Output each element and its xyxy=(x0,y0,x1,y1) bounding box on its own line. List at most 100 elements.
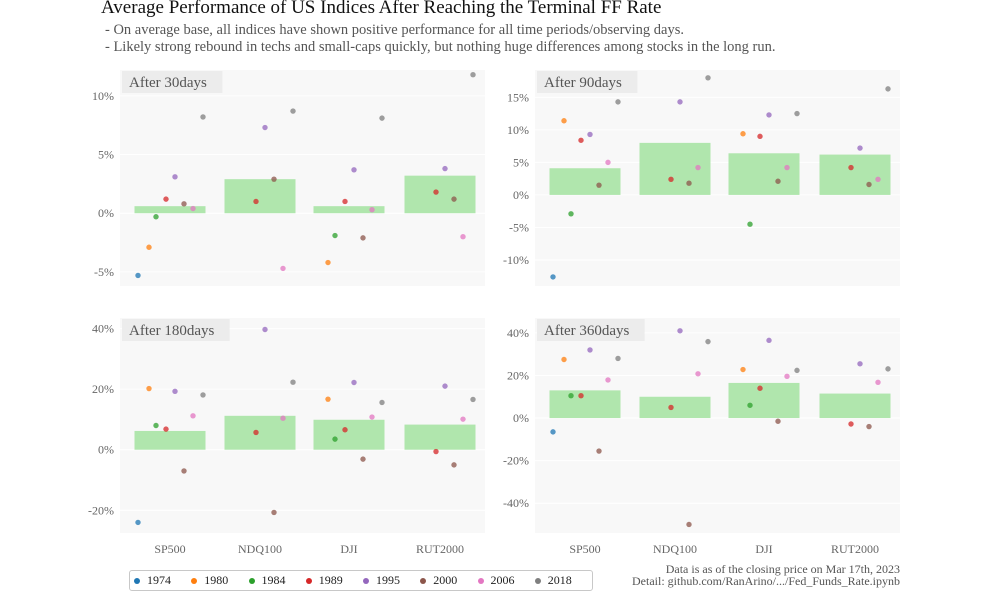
subtitle-line-2: - Likely strong rebound in techs and sma… xyxy=(105,39,776,55)
y-tick-label: -40% xyxy=(503,496,529,510)
legend-label: 1989 xyxy=(318,573,343,587)
plot-area xyxy=(535,318,900,533)
legend-marker xyxy=(363,577,369,584)
point-1989-rut2000 xyxy=(433,448,439,455)
x-tick-label: DJI xyxy=(755,542,772,556)
point-2000-dji xyxy=(360,456,366,462)
legend-item-1984: 1984 xyxy=(248,573,306,588)
point-2018-rut2000 xyxy=(470,396,476,403)
point-1995-dji xyxy=(351,379,357,386)
point-1989-rut2000 xyxy=(848,421,854,427)
panel-title: After 360days xyxy=(544,323,630,339)
bar-ndq100 xyxy=(639,396,711,419)
bar-dji xyxy=(728,382,800,419)
point-1980-sp500 xyxy=(561,356,567,363)
legend-item-1989: 1989 xyxy=(305,573,363,588)
legend-marker xyxy=(534,577,541,584)
panel-title-box xyxy=(537,319,645,341)
legend: 1974 1980 1984 1989 1995 2000 2006 2018 xyxy=(129,570,593,591)
legend-item-2006: 2006 xyxy=(477,573,535,588)
x-tick-label: NDQ100 xyxy=(238,542,282,556)
point-1995-rut2000 xyxy=(857,361,863,367)
point-2000-ndq100 xyxy=(686,521,692,528)
point-1995-sp500 xyxy=(172,388,178,394)
point-2018-dji xyxy=(794,367,800,374)
point-1974-sp500 xyxy=(135,272,141,279)
panel-title: After 90days xyxy=(544,75,622,91)
y-tick-label: 0% xyxy=(98,206,114,220)
y-tick-label: 40% xyxy=(92,322,114,336)
y-tick-label: -10% xyxy=(503,253,529,267)
point-2018-ndq100 xyxy=(290,108,296,114)
point-1995-ndq100 xyxy=(262,326,268,333)
point-1974-sp500 xyxy=(135,519,141,526)
point-2006-dji xyxy=(369,414,375,420)
point-2018-rut2000 xyxy=(885,366,891,372)
point-2018-ndq100 xyxy=(705,75,711,81)
point-1989-dji xyxy=(342,198,348,205)
x-tick-label: DJI xyxy=(340,542,357,556)
point-2006-sp500 xyxy=(605,159,611,166)
y-tick-label: -20% xyxy=(503,454,529,468)
legend-marker xyxy=(248,577,255,584)
point-1984-sp500 xyxy=(568,392,574,399)
panel-title-box xyxy=(537,71,638,93)
point-1989-dji xyxy=(757,385,763,391)
legend-label: 2000 xyxy=(433,573,458,587)
point-1989-ndq100 xyxy=(253,198,259,205)
point-1995-dji xyxy=(351,167,357,173)
point-1989-sp500 xyxy=(163,196,169,202)
point-2006-ndq100 xyxy=(280,265,286,272)
point-2000-sp500 xyxy=(181,468,187,474)
point-2000-sp500 xyxy=(596,448,602,454)
point-1984-sp500 xyxy=(568,211,574,217)
y-tick-label: 0% xyxy=(98,443,114,457)
y-tick-label: 20% xyxy=(92,382,114,396)
point-1995-sp500 xyxy=(587,131,593,138)
point-1995-ndq100 xyxy=(262,124,268,131)
legend-marker xyxy=(305,577,312,584)
point-2000-rut2000 xyxy=(866,423,872,430)
x-tick-label: RUT2000 xyxy=(416,542,464,556)
source-note: Detail: github.com/RanArino/.../Fed_Fund… xyxy=(632,574,900,588)
point-1984-sp500 xyxy=(153,214,159,220)
x-tick-label: SP500 xyxy=(569,542,600,556)
point-1989-sp500 xyxy=(578,392,584,399)
legend-item-2000: 2000 xyxy=(420,573,477,588)
point-1980-dji xyxy=(740,131,746,137)
legend-label: 1980 xyxy=(204,573,229,587)
point-2006-dji xyxy=(369,206,375,213)
point-2018-sp500 xyxy=(200,392,206,398)
point-1995-sp500 xyxy=(172,174,178,180)
point-1989-dji xyxy=(757,133,763,140)
y-tick-label: 10% xyxy=(507,123,529,137)
point-2006-sp500 xyxy=(190,205,196,212)
bar-ndq100 xyxy=(224,415,296,450)
subtitle-line-1: - On average base, all indices have show… xyxy=(105,22,685,38)
point-1989-sp500 xyxy=(578,137,584,143)
bar-sp500 xyxy=(134,430,206,450)
point-2000-rut2000 xyxy=(451,462,457,468)
point-1980-dji xyxy=(325,396,331,402)
legend-item-1974: 1974 xyxy=(134,573,191,588)
x-tick-label: RUT2000 xyxy=(831,542,879,556)
point-2006-rut2000 xyxy=(460,416,466,422)
point-1995-ndq100 xyxy=(677,328,683,334)
point-2018-ndq100 xyxy=(290,379,296,385)
legend-marker xyxy=(420,577,427,584)
point-2000-dji xyxy=(360,235,366,241)
legend-marker xyxy=(191,577,198,584)
point-1989-ndq100 xyxy=(668,176,674,183)
point-1989-rut2000 xyxy=(848,164,854,171)
point-2000-rut2000 xyxy=(866,181,872,188)
panel-title: After 30days xyxy=(129,75,207,91)
legend-label: 2006 xyxy=(490,573,515,587)
point-2018-rut2000 xyxy=(885,86,891,92)
y-tick-label: 20% xyxy=(507,368,529,382)
point-1989-ndq100 xyxy=(253,429,259,436)
point-2006-rut2000 xyxy=(875,379,881,385)
point-2000-ndq100 xyxy=(686,180,692,186)
y-tick-label: 10% xyxy=(92,89,114,103)
bar-sp500 xyxy=(134,206,206,214)
point-2006-ndq100 xyxy=(695,371,701,377)
